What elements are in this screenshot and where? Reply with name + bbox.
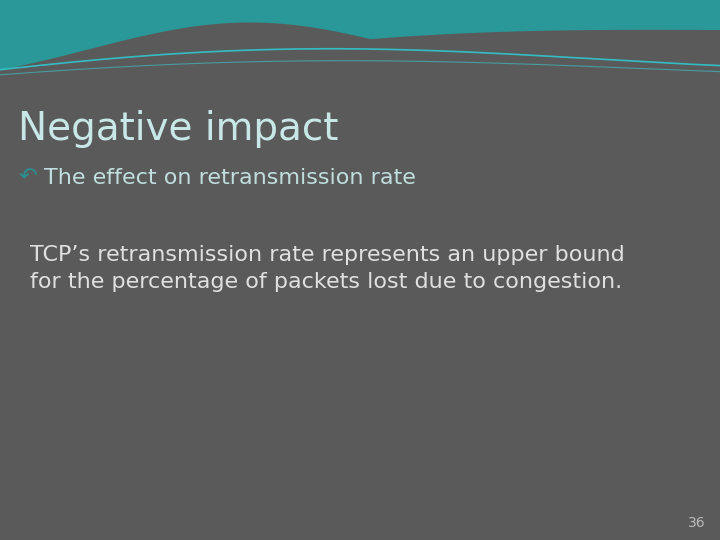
Text: Negative impact: Negative impact bbox=[18, 110, 338, 148]
Text: for the percentage of packets lost due to congestion.: for the percentage of packets lost due t… bbox=[30, 272, 622, 292]
Text: 36: 36 bbox=[688, 516, 706, 530]
Bar bbox=[0, 85, 720, 540]
Text: ↶: ↶ bbox=[18, 168, 37, 188]
Polygon shape bbox=[0, 23, 720, 90]
Polygon shape bbox=[0, 0, 720, 90]
Text: The effect on retransmission rate: The effect on retransmission rate bbox=[44, 168, 416, 188]
Text: TCP’s retransmission rate represents an upper bound: TCP’s retransmission rate represents an … bbox=[30, 245, 625, 265]
